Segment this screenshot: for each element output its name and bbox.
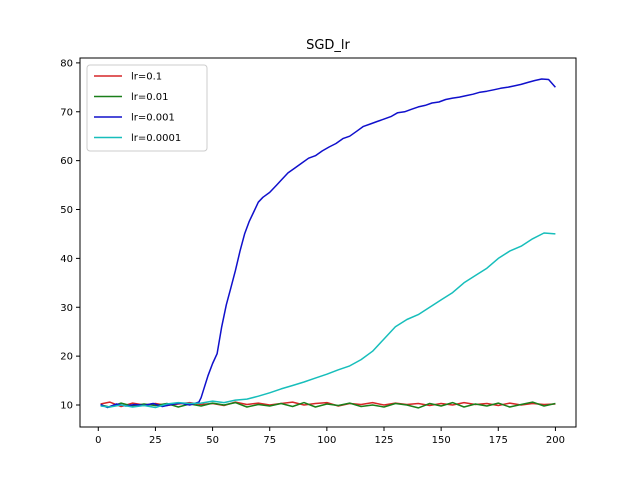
x-tick-label-8: 200 <box>546 435 565 446</box>
x-tick-label-3: 75 <box>263 435 276 446</box>
y-tick-label-3: 40 <box>60 254 73 265</box>
y-tick-label-4: 50 <box>60 205 73 216</box>
y-tick-label-1: 20 <box>60 352 73 363</box>
y-axis: 10 20 30 40 50 60 70 80 <box>60 58 80 412</box>
legend-label-0: lr=0.1 <box>131 72 162 83</box>
series-line-1 <box>100 401 556 409</box>
plot-area <box>100 78 556 409</box>
x-tick-label-1: 25 <box>149 435 162 446</box>
x-axis: 0 25 50 75 100 125 150 175 200 <box>95 427 565 446</box>
y-tick-label-5: 60 <box>60 156 73 167</box>
x-tick-label-2: 50 <box>206 435 219 446</box>
legend-label-1: lr=0.01 <box>131 92 169 103</box>
y-tick-label-0: 10 <box>60 401 73 412</box>
x-tick-label-4: 100 <box>317 435 336 446</box>
y-tick-label-2: 30 <box>60 303 73 314</box>
x-tick-label-5: 125 <box>374 435 393 446</box>
series-line-2 <box>100 78 556 409</box>
x-tick-label-6: 150 <box>432 435 451 446</box>
legend-label-2: lr=0.001 <box>131 113 175 124</box>
y-tick-label-7: 80 <box>60 58 73 69</box>
legend: lr=0.1 lr=0.01 lr=0.001 lr=0.0001 <box>86 64 208 152</box>
x-tick-label-0: 0 <box>95 435 101 446</box>
legend-label-3: lr=0.0001 <box>131 133 181 144</box>
axes-frame <box>79 57 577 428</box>
y-tick-label-6: 70 <box>60 107 73 118</box>
chart-title: SGD_lr <box>306 38 350 53</box>
series-line-3 <box>100 232 556 409</box>
x-tick-label-7: 175 <box>489 435 508 446</box>
legend-box <box>86 64 208 152</box>
